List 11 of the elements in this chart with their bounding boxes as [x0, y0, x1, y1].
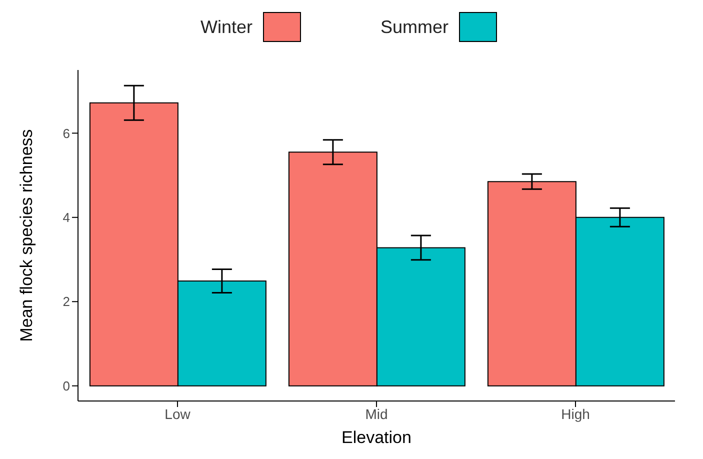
y-tick-label: 4: [62, 210, 70, 226]
y-tick-label: 6: [62, 126, 70, 141]
x-tick-label: Mid: [365, 406, 388, 422]
x-axis-title: Elevation: [342, 428, 412, 447]
y-tick-label: 0: [62, 378, 70, 394]
legend-label: Winter: [200, 16, 252, 38]
x-tick-label: Low: [164, 406, 192, 422]
y-tick-label: 2: [62, 294, 70, 310]
legend-label: Summer: [380, 16, 449, 38]
x-tick-label: High: [561, 406, 590, 422]
y-axis-title: Mean flock species richness: [17, 129, 36, 342]
